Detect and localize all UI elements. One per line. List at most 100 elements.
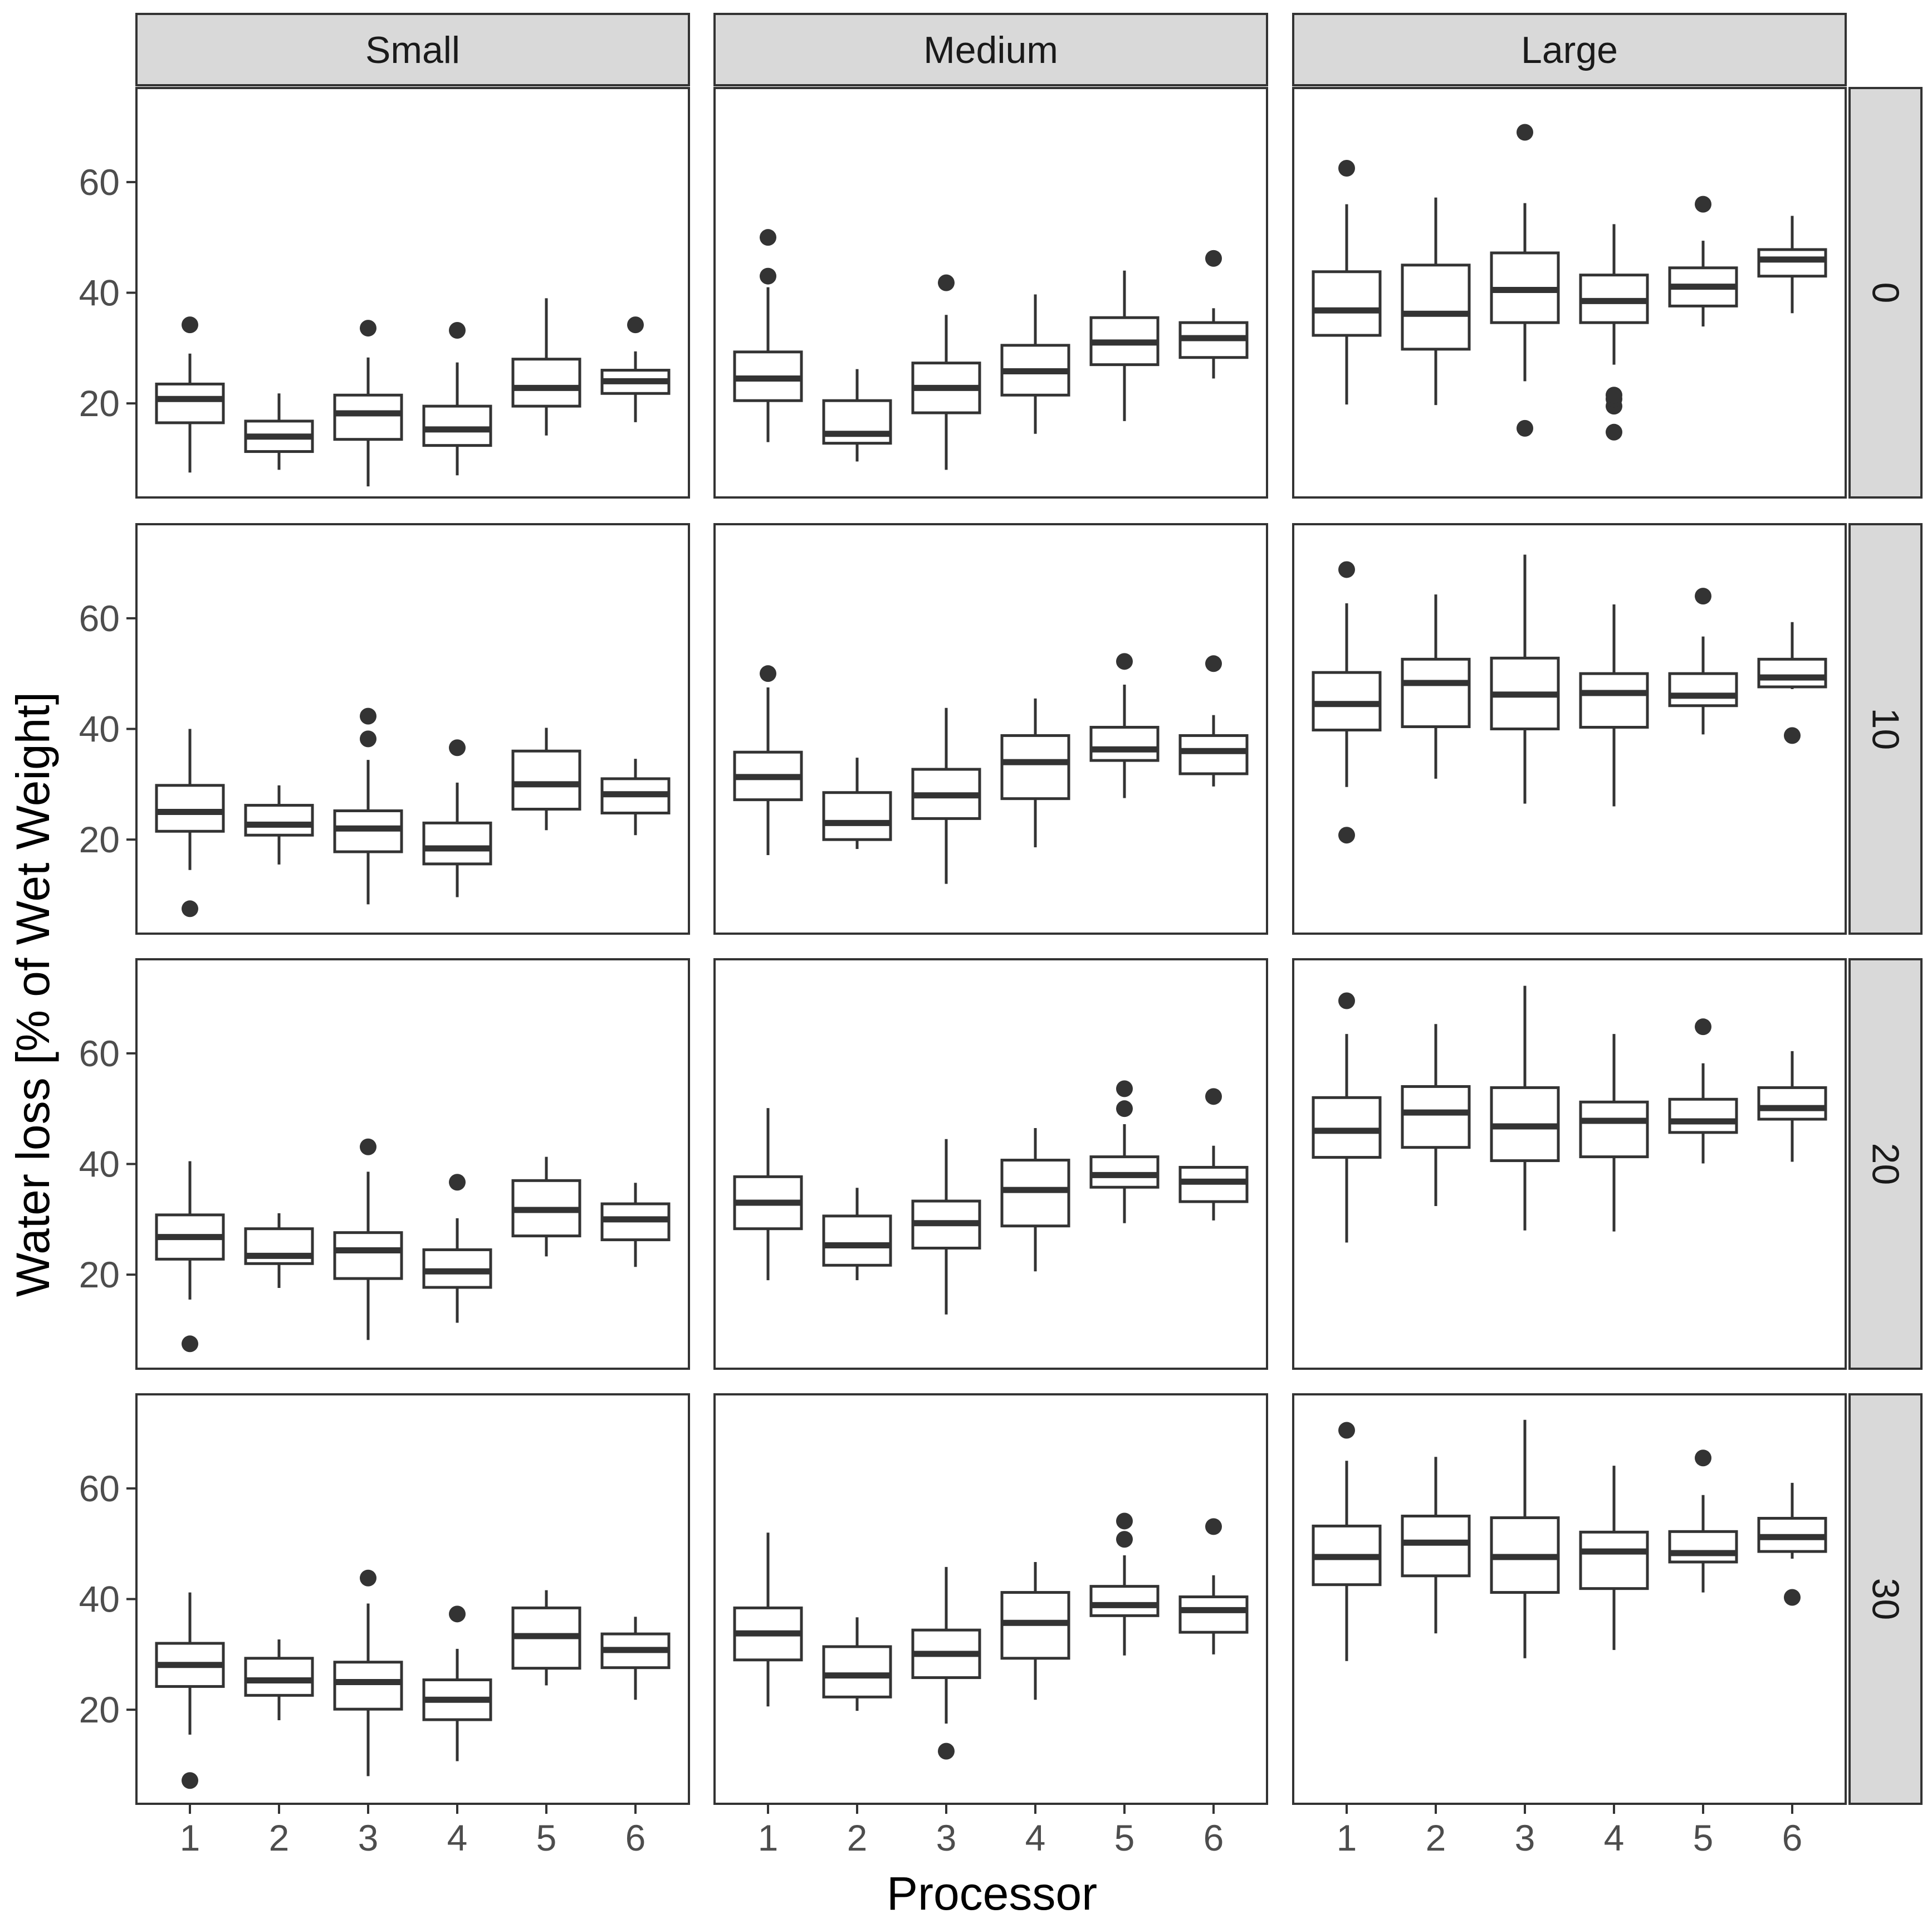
x-tick-label: 1 bbox=[758, 1817, 779, 1858]
panel-large-10 bbox=[1292, 523, 1847, 935]
box-processor-6 bbox=[1178, 250, 1249, 379]
row-strip-label: 20 bbox=[1865, 1143, 1907, 1185]
box-iqr bbox=[333, 1231, 403, 1280]
outlier-point bbox=[1606, 387, 1622, 404]
x-tick-label: 1 bbox=[180, 1817, 200, 1858]
x-tick-label: 4 bbox=[447, 1817, 468, 1858]
panel-small-10 bbox=[135, 523, 690, 935]
box-iqr bbox=[1401, 1085, 1471, 1149]
box-processor-2 bbox=[1401, 1024, 1471, 1206]
box-iqr bbox=[1757, 1086, 1827, 1121]
box-processor-1 bbox=[733, 229, 803, 442]
box-processor-4 bbox=[1579, 1034, 1649, 1232]
box-processor-1 bbox=[155, 1161, 225, 1353]
box-processor-5 bbox=[1089, 1080, 1160, 1223]
box-processor-1 bbox=[1312, 561, 1382, 844]
row-strip-label: 0 bbox=[1865, 282, 1907, 304]
box-processor-5 bbox=[511, 298, 581, 436]
y-tick-label: 60 bbox=[79, 598, 120, 639]
panel-border bbox=[135, 1393, 690, 1805]
panel-small-20 bbox=[135, 958, 690, 1370]
outlier-point bbox=[1695, 588, 1711, 605]
outlier-point bbox=[1695, 1449, 1711, 1467]
box-processor-2 bbox=[1401, 197, 1471, 406]
panel-border bbox=[713, 523, 1268, 935]
outlier-point bbox=[627, 316, 644, 334]
box-iqr bbox=[1757, 657, 1827, 689]
x-tick-label: 2 bbox=[269, 1817, 290, 1858]
box-processor-1 bbox=[155, 316, 225, 473]
outlier-point bbox=[1784, 1589, 1801, 1606]
outlier-point bbox=[1205, 1518, 1222, 1535]
box-iqr bbox=[1089, 726, 1160, 762]
box-processor-4 bbox=[1000, 1561, 1070, 1700]
row-strip-label: 30 bbox=[1865, 1578, 1907, 1621]
y-axis-title: Water loss [% of Wet Weight] bbox=[7, 692, 59, 1297]
panel-border bbox=[135, 523, 690, 935]
column-strip-background bbox=[713, 13, 1268, 86]
column-strip-background bbox=[1292, 13, 1847, 86]
outlier-point bbox=[1606, 423, 1622, 441]
outlier-point bbox=[1784, 727, 1801, 744]
box-processor-2 bbox=[244, 785, 314, 865]
outlier-point bbox=[1116, 1100, 1133, 1117]
outlier-point bbox=[360, 707, 376, 725]
panel-large-20 bbox=[1292, 958, 1847, 1370]
box-iqr bbox=[1178, 734, 1249, 775]
panel-border bbox=[1292, 523, 1847, 935]
box-iqr bbox=[1668, 672, 1738, 707]
outlier-point bbox=[1338, 1422, 1355, 1439]
outlier-point bbox=[1116, 1531, 1133, 1548]
outlier-point bbox=[760, 229, 776, 246]
row-strip-background bbox=[1848, 1393, 1923, 1805]
box-iqr bbox=[422, 404, 492, 447]
column-strip-background bbox=[135, 13, 690, 86]
box-iqr bbox=[1579, 1100, 1649, 1159]
outlier-point bbox=[760, 665, 776, 682]
row-strip-0: 0 bbox=[1848, 87, 1923, 499]
box-processor-5 bbox=[1668, 588, 1738, 735]
box-processor-3 bbox=[333, 1569, 403, 1776]
outlier-point bbox=[449, 1605, 466, 1623]
y-tick-label: 20 bbox=[79, 819, 120, 860]
panel-border bbox=[713, 87, 1268, 499]
box-iqr bbox=[1089, 1585, 1160, 1617]
box-iqr bbox=[1401, 1515, 1471, 1578]
y-tick-label: 40 bbox=[79, 709, 120, 750]
box-processor-3 bbox=[911, 707, 981, 884]
y-tick-label: 60 bbox=[79, 1468, 120, 1509]
box-iqr bbox=[1178, 1595, 1249, 1634]
x-tick-label: 2 bbox=[847, 1817, 868, 1858]
box-processor-6 bbox=[600, 1183, 671, 1267]
outlier-point bbox=[1116, 653, 1133, 670]
box-iqr bbox=[155, 784, 225, 833]
box-iqr bbox=[511, 358, 581, 408]
outlier-point bbox=[182, 316, 198, 334]
box-processor-2 bbox=[244, 1213, 314, 1288]
panel-border bbox=[1292, 87, 1847, 499]
x-tick-label: 5 bbox=[536, 1817, 557, 1858]
column-strip-large: Large bbox=[1292, 13, 1847, 86]
outlier-point bbox=[1695, 1018, 1711, 1036]
box-iqr bbox=[511, 749, 581, 811]
box-iqr bbox=[422, 821, 492, 866]
box-iqr bbox=[1312, 270, 1382, 337]
outlier-point bbox=[1338, 992, 1355, 1009]
x-tick-label: 5 bbox=[1693, 1817, 1714, 1858]
box-processor-4 bbox=[422, 1605, 492, 1761]
box-processor-4 bbox=[1579, 224, 1649, 441]
outlier-point bbox=[1338, 160, 1355, 177]
box-iqr bbox=[1579, 672, 1649, 729]
box-processor-6 bbox=[1757, 216, 1827, 314]
box-processor-6 bbox=[1757, 622, 1827, 744]
row-strip-30: 30 bbox=[1848, 1393, 1923, 1805]
y-tick-label: 40 bbox=[79, 272, 120, 314]
box-processor-4 bbox=[1579, 604, 1649, 807]
y-tick-label: 20 bbox=[79, 1689, 120, 1730]
box-processor-5 bbox=[511, 1156, 581, 1257]
box-processor-4 bbox=[422, 739, 492, 897]
row-strip-background bbox=[1848, 87, 1923, 499]
outlier-point bbox=[360, 320, 376, 337]
box-processor-6 bbox=[1178, 655, 1249, 787]
